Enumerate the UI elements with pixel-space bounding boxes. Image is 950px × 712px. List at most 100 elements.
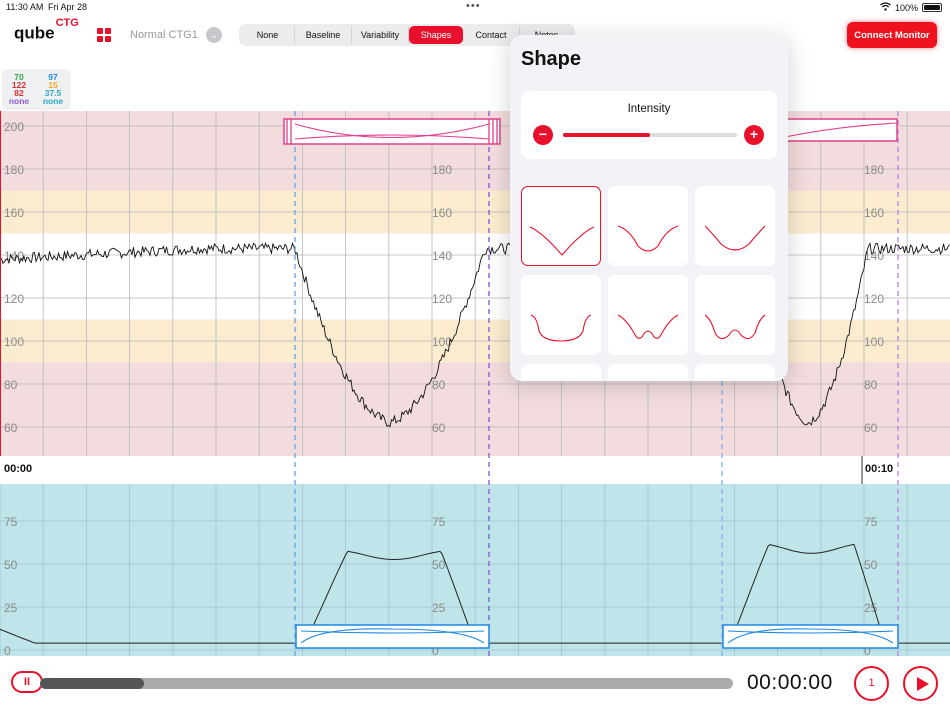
intensity-slider[interactable]	[563, 133, 737, 137]
toco-tick-label: 0	[432, 644, 439, 656]
time-label: 00:10	[865, 463, 894, 475]
battery-icon	[922, 3, 942, 12]
fhr-tick-label: 160	[432, 206, 452, 220]
shape-curve-icon	[704, 225, 766, 251]
tab-baseline[interactable]: Baseline	[295, 26, 352, 44]
playback-timer: 00:00:00	[747, 671, 833, 694]
app-logo: qubeCTG	[14, 17, 79, 44]
minus-icon[interactable]: −	[533, 125, 553, 145]
fhr-tick-label: 60	[432, 421, 446, 435]
popover-title: Shape	[521, 48, 582, 70]
toco-tick-label: 25	[432, 601, 446, 615]
fhr-tick-label: 120	[864, 292, 884, 306]
toco-tick-label: 50	[864, 558, 878, 572]
shape-curve-icon	[530, 314, 592, 342]
vital-value: none	[42, 96, 64, 106]
marker-curve	[727, 628, 894, 644]
vital-value: 37.5	[44, 88, 62, 98]
multitasking-dots-icon[interactable]: •••	[466, 0, 481, 12]
playback-bar: II 00:00:00 1	[0, 656, 950, 712]
fhr-tick-label: 160	[4, 206, 24, 220]
vital-value: 15	[48, 80, 58, 90]
toco-tick-label: 25	[864, 601, 878, 615]
shape-option-tile[interactable]	[695, 186, 775, 266]
shape-option-tile[interactable]	[608, 186, 688, 266]
vital-value: none	[8, 96, 30, 106]
fhr-tick-label: 120	[432, 292, 452, 306]
fhr-tick-label: 60	[864, 421, 878, 435]
shape-option-tile[interactable]	[608, 364, 688, 381]
marker-curve	[727, 630, 894, 634]
play-icon[interactable]	[903, 666, 938, 701]
marker-curve	[294, 134, 490, 140]
time-strip	[0, 456, 950, 484]
fhr-tick-label: 160	[864, 206, 884, 220]
marker-curve	[294, 123, 490, 138]
vitals-panel: 70 97 122 15 82 37.5 none none	[2, 69, 71, 110]
decel-shape-marker	[784, 118, 898, 142]
logo-main: qube	[14, 23, 55, 43]
marker-curve	[784, 122, 898, 138]
shape-option-tile[interactable]	[608, 275, 688, 355]
shape-curve-icon	[529, 226, 595, 256]
ctg-chart[interactable]: 2001801601401201008060755025020018016014…	[0, 111, 950, 658]
fhr-tick-label: 140	[864, 249, 884, 263]
fhr-tick-label: 80	[864, 378, 878, 392]
ctg-chart-area[interactable]: 2001801601401201008060755025020018016014…	[0, 111, 950, 658]
shape-curve-icon	[617, 225, 679, 252]
toco-tick-label: 50	[432, 558, 446, 572]
scrubber-progress	[40, 678, 144, 689]
intensity-card: Intensity − +	[521, 91, 777, 159]
tab-variability[interactable]: Variability	[352, 26, 409, 44]
toco-tick-label: 25	[4, 601, 18, 615]
ctg-selector-label[interactable]: Normal CTG1	[130, 29, 198, 41]
fhr-tick-label: 180	[432, 163, 452, 177]
grid-menu-icon[interactable]	[97, 28, 111, 42]
logo-sup: CTG	[55, 17, 79, 29]
plus-icon[interactable]: +	[744, 125, 764, 145]
fhr-trace	[0, 241, 950, 428]
pause-button[interactable]: II	[11, 671, 43, 693]
tab-shapes[interactable]: Shapes	[409, 26, 463, 44]
battery-percent: 100%	[894, 2, 918, 13]
fhr-tick-label: 60	[4, 421, 18, 435]
wifi-icon	[880, 2, 891, 13]
vital-value: 82	[14, 88, 24, 98]
shape-curve-icon	[704, 314, 766, 340]
shape-option-tile[interactable]	[521, 275, 601, 355]
status-right: 100%	[880, 2, 942, 13]
tab-none[interactable]: None	[241, 26, 295, 44]
time-label: 00:00	[4, 463, 33, 475]
toco-tick-label: 50	[4, 558, 18, 572]
shape-option-tile[interactable]	[521, 364, 601, 381]
vital-value: 70	[14, 72, 24, 82]
chevron-down-icon[interactable]: ⌄	[206, 27, 222, 43]
fhr-tick-label: 100	[4, 335, 24, 349]
marker-curve	[300, 630, 485, 634]
connect-monitor-button[interactable]: Connect Monitor	[847, 22, 937, 48]
fhr-tick-label: 80	[432, 378, 446, 392]
shape-option-tile[interactable]	[521, 186, 601, 266]
toco-tick-label: 0	[864, 644, 871, 656]
vital-value: 122	[11, 80, 27, 90]
status-date: Fri Apr 28	[48, 2, 88, 12]
shape-option-tile[interactable]	[695, 275, 775, 355]
shape-popover: Shape Intensity − +	[510, 35, 788, 381]
fhr-tick-label: 140	[4, 249, 24, 263]
vital-value: 97	[48, 72, 58, 82]
status-bar: 11:30 AM Fri Apr 28 ••• 100%	[0, 0, 950, 14]
toco-tick-label: 75	[432, 515, 446, 529]
playback-scrubber[interactable]	[40, 678, 733, 689]
playback-speed-button[interactable]: 1	[854, 666, 889, 701]
intensity-label: Intensity	[627, 103, 671, 115]
fhr-tick-label: 100	[864, 335, 884, 349]
marker-curve	[300, 628, 485, 644]
fhr-tick-label: 200	[4, 120, 24, 134]
toco-tick-label: 0	[4, 644, 11, 656]
fhr-tick-label: 100	[432, 335, 452, 349]
shape-option-tile[interactable]	[695, 364, 775, 381]
fhr-tick-label: 120	[4, 292, 24, 306]
toco-tick-label: 75	[864, 515, 878, 529]
intensity-slider-fill	[563, 133, 650, 137]
decel-shape-marker	[283, 118, 501, 145]
